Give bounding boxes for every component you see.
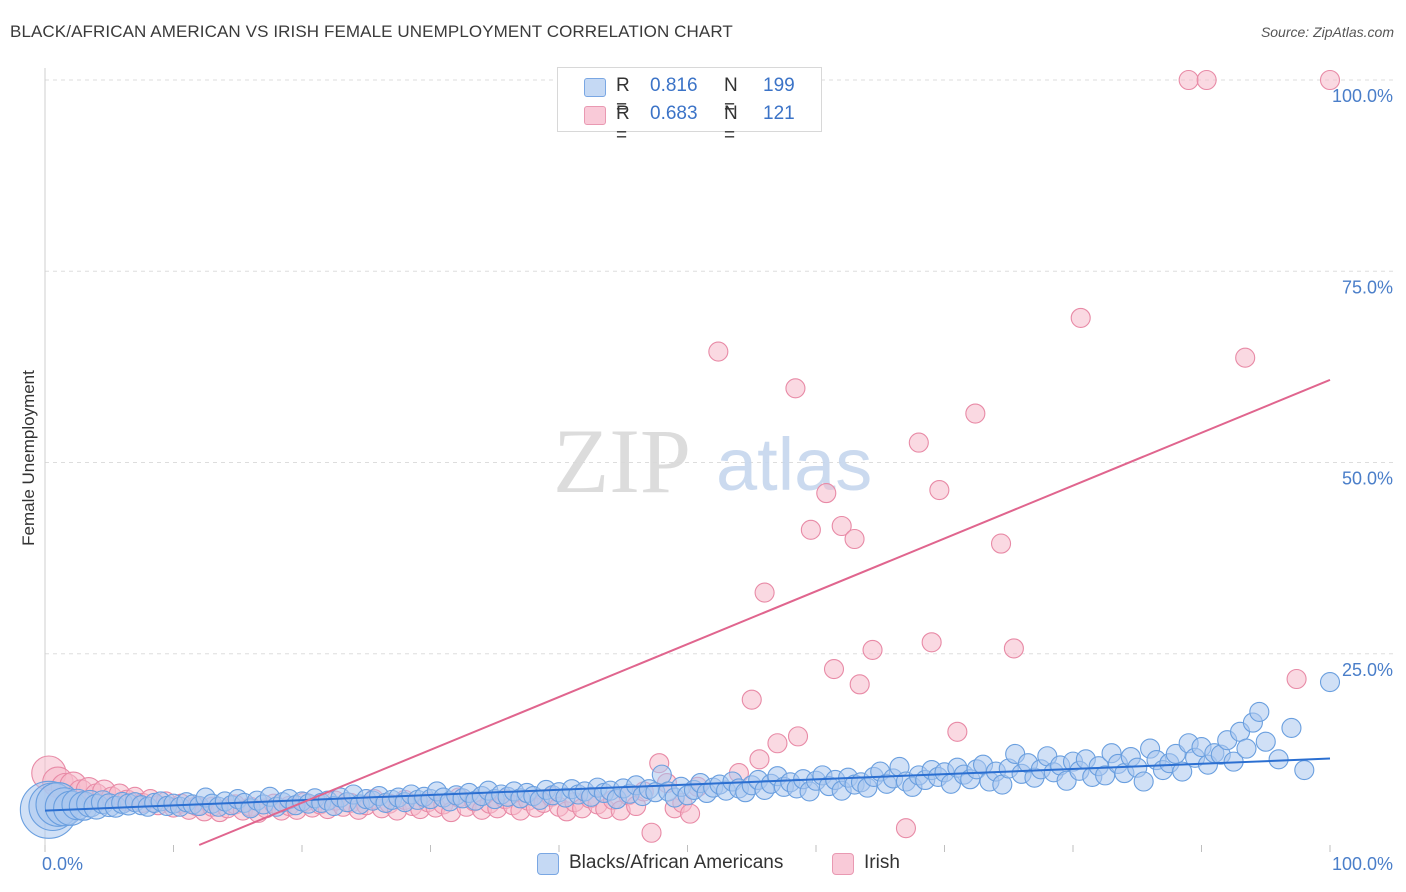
irish-point [754,582,775,603]
correlation-legend: R = 0.816 N = 199 R = 0.683 N = 121 [557,67,822,146]
black-point [1268,749,1289,770]
irish-point [1196,69,1217,91]
irish-point [785,378,806,399]
irish-point [1286,668,1307,690]
irish-point [816,483,837,504]
legend-label-blacks: Blacks/African Americans [569,852,784,873]
black-point [1294,759,1315,781]
black-point [1249,701,1270,722]
legend-swatch-blue [584,78,606,97]
trendline-layer [44,378,1331,846]
legend-label-irish: Irish [864,852,900,873]
y-tick-label: 100.0% [1332,86,1393,106]
legend-r-value: 0.816 [650,75,698,96]
source-label: Source: ZipAtlas.com [1260,24,1394,40]
irish-point [741,689,762,710]
black-point [1255,731,1276,752]
irish-point [641,822,662,843]
irish-trendline [198,378,1331,846]
irish-point [1003,638,1024,659]
irish-point [1178,69,1199,91]
irish-point [680,803,701,824]
irish-point [849,674,870,695]
legend-r-label: R = [616,75,630,118]
black-point [1319,672,1341,693]
irish-point [929,479,950,501]
irish-point [844,528,865,550]
axis-layer: 25.0% 50.0% 75.0% 100.0% [44,68,1393,852]
irish-point [990,533,1012,554]
irish-point [1235,347,1256,368]
black-point [1165,743,1186,765]
irish-point [787,726,809,747]
irish-point [1070,307,1091,328]
black-point [1133,771,1154,792]
irish-point [831,515,852,537]
y-tick-label: 50.0% [1342,469,1393,489]
irish-point [895,818,917,839]
legend-n-value: 121 [763,103,795,124]
irish-point [862,639,883,660]
x-tick-label-min: 0.0% [42,854,83,874]
black-point [1236,738,1257,759]
legend-r-label: R = [616,103,630,146]
black-point [651,764,672,785]
irish-point [908,432,929,453]
irish-point [749,749,770,770]
legend-r-value: 0.683 [650,103,698,124]
watermark-atlas: atlas [716,423,872,506]
chart-title: BLACK/AFRICAN AMERICAN VS IRISH FEMALE U… [10,22,733,41]
irish-point [1319,69,1341,91]
black-point [1172,761,1193,782]
black-point [1281,717,1302,739]
watermark: ZIP atlas [553,410,872,512]
legend-n-label: N = [724,103,738,146]
y-tick-label: 75.0% [1342,277,1393,297]
y-axis-label: Female Unemployment [19,370,38,546]
legend-swatch-pink [832,853,854,875]
irish-point [767,733,788,754]
irish-point [823,658,845,680]
grid-layer [45,79,1393,655]
legend-swatch-blue [537,853,559,875]
irish-point [708,341,729,362]
irish-point [921,632,942,653]
irish-point [800,519,821,540]
watermark-zip: ZIP [553,410,691,512]
legend-n-label: N = [724,75,738,118]
irish-point [965,403,986,424]
legend-swatch-pink [584,106,606,125]
x-tick-label-max: 100.0% [1332,854,1393,874]
black-trendline [44,757,1331,812]
legend-n-value: 199 [763,75,795,96]
y-tick-label: 25.0% [1342,660,1393,680]
irish-point [947,721,968,742]
